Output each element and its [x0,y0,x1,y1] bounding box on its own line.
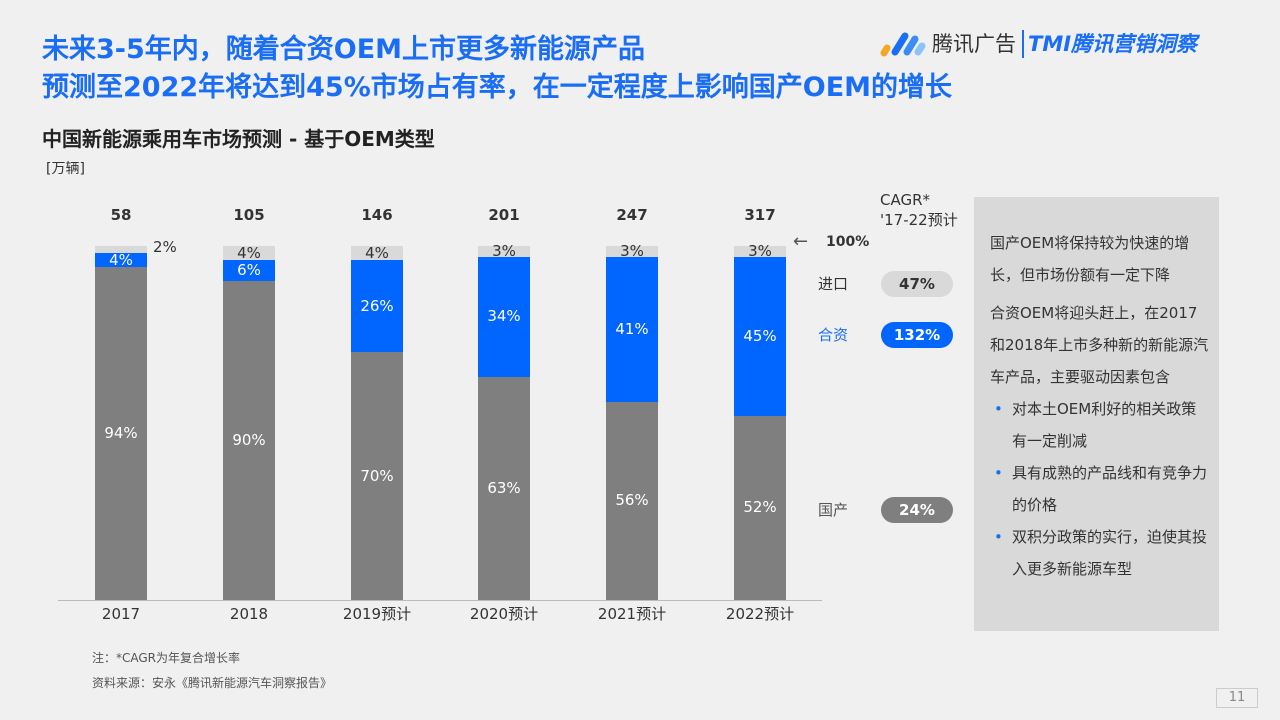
x-tick-label: 2020预计 [469,605,539,623]
cagr-header: CAGR* '17-22预计 [880,190,958,230]
logo-text: 腾讯广告 [932,32,1016,56]
bar-total: 247 [616,206,648,224]
bar-segment-合资: 45% [734,256,786,416]
bar-segment-国产: 63% [478,376,530,600]
source: 资料来源：安永《腾讯新能源汽车洞察报告》 [92,676,333,690]
bar-segment-国产: 70% [351,352,403,600]
bar-segment-进口: 2% [95,240,177,255]
logo-icon [880,32,926,57]
data-label: 3% [620,241,644,260]
data-label: 94% [104,424,138,443]
x-axis [58,600,822,601]
panel-bullet: 具有成熟的产品线和有竞争力的价格 [990,457,1209,521]
data-label: 3% [492,241,516,260]
data-label: 4% [109,250,133,269]
data-label: 26% [360,296,394,315]
data-label: 4% [237,243,261,262]
bar-total: 317 [744,206,776,224]
legend-domestic: 国产 [818,501,849,519]
bar-total: 58 [110,206,132,224]
bar-segment-进口: 4% [223,243,275,262]
cagr-domestic: 24% [881,497,953,523]
bar-total: 201 [488,206,520,224]
data-label: 63% [487,478,521,497]
title-line-2: 预测至2022年将达到45%市场占有率，在一定程度上影响国产OEM的增长 [42,72,953,103]
bar-segment-合资: 34% [478,256,530,377]
legend-jv: 合资 [818,326,849,344]
data-label: 52% [743,498,777,517]
cagr-period: '17-22预计 [880,211,958,229]
bar-segment-合资: 4% [95,250,147,269]
chart-title: 中国新能源乘用车市场预测 - 基于OEM类型 [42,127,435,151]
cagr-jv: 132% [881,322,953,348]
data-label: 45% [743,326,777,345]
panel-bullet: 对本土OEM利好的相关政策有一定削减 [990,393,1209,457]
title-line-1: 未来3-5年内，随着合资OEM上市更多新能源产品 [42,34,646,65]
data-label: 56% [615,491,649,510]
cagr-label: CAGR* [880,191,931,209]
arrow-left-icon: ← [793,231,809,252]
data-label: 90% [232,431,266,450]
panel-bullet: 双积分政策的实行，迫使其投入更多新能源车型 [990,521,1209,585]
bar-segment-国产: 90% [223,281,275,600]
bar-segment-国产: 94% [95,267,147,600]
x-tick-label: 2021预计 [597,605,667,623]
data-label: 70% [360,466,394,485]
insight-panel: 国产OEM将保持较为快速的增长，但市场份额有一定下降 合资OEM将迎头赶上，在2… [974,197,1219,631]
x-tick-label: 2017 [101,605,141,623]
x-tick-label: 2018 [229,605,269,623]
bar-segment-国产: 56% [606,401,658,600]
cagr-import: 47% [881,271,953,297]
bar-segment-合资: 41% [606,256,658,402]
note: 注：*CAGR为年复合增长率 [92,651,241,665]
x-tick-label: 2022预计 [725,605,795,623]
top-marker: 100% [826,234,870,250]
bar-segment-合资: 6% [223,260,275,282]
bar-segment-合资: 26% [351,260,403,353]
bar-segment-进口: 3% [606,241,658,260]
data-label: 2% [153,238,177,256]
x-tick-label: 2019预计 [342,605,412,623]
logo-brand: TMI腾讯营销洞察 [1022,30,1197,58]
panel-text-1: 国产OEM将保持较为快速的增长，但市场份额有一定下降 [990,234,1190,284]
data-label: 6% [237,261,261,280]
bar-total: 105 [233,206,265,224]
bar-total: 146 [361,206,393,224]
data-label: 34% [487,307,521,326]
bar-segment-进口: 4% [351,243,403,262]
legend-import: 进口 [818,275,849,293]
data-label: 3% [748,241,772,260]
panel-text-2: 合资OEM将迎头赶上，在2017和2018年上市多种新的新能源汽车产品，主要驱动… [990,304,1209,386]
data-label: 4% [365,243,389,262]
bar-segment-进口: 3% [734,241,786,260]
chart-unit: [万辆] [46,161,85,177]
logo: 腾讯广告 TMI腾讯营销洞察 [878,30,1197,58]
page-number: 11 [1216,688,1258,708]
data-label: 41% [615,319,649,338]
bar-segment-进口: 3% [478,241,530,260]
bar-segment-国产: 52% [734,415,786,600]
